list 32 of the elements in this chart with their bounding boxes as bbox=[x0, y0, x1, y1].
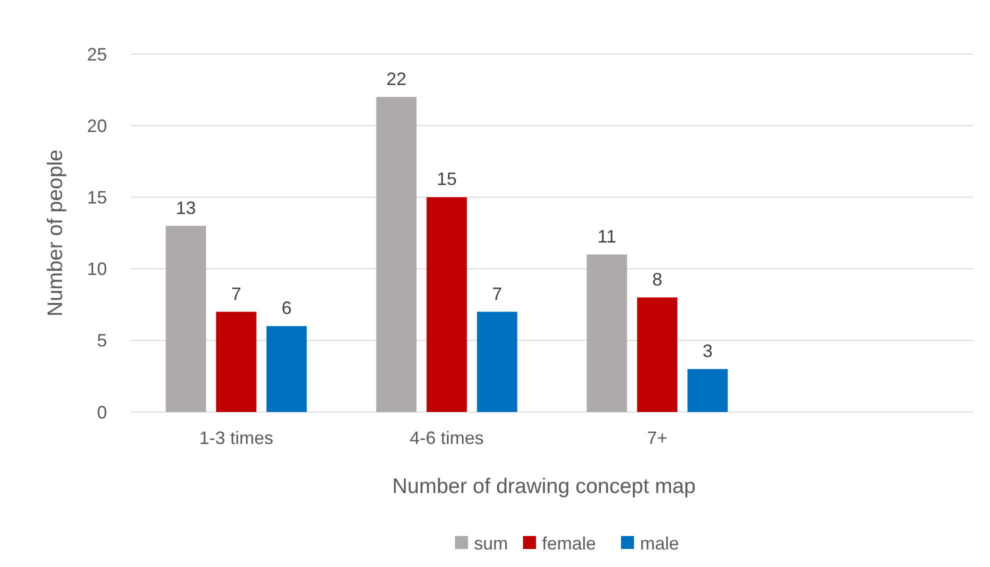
bar bbox=[166, 226, 206, 412]
bar bbox=[266, 326, 307, 412]
data-label: 15 bbox=[436, 169, 457, 190]
y-tick-label: 0 bbox=[96, 402, 107, 422]
x-tick-label: 4-6 times bbox=[410, 428, 484, 448]
y-tick-label: 25 bbox=[86, 44, 107, 64]
y-tick-label: 10 bbox=[86, 259, 107, 280]
x-axis-title: Number of drawing concept map bbox=[392, 475, 696, 498]
legend-label: sum bbox=[474, 533, 508, 554]
y-tick-label: 5 bbox=[96, 330, 107, 351]
y-tick-label: 20 bbox=[86, 116, 107, 136]
bar bbox=[637, 297, 678, 412]
legend-label: female bbox=[542, 533, 596, 554]
legend-label: male bbox=[640, 533, 680, 554]
data-label: 22 bbox=[386, 68, 406, 89]
x-tick-label: 7+ bbox=[646, 428, 668, 448]
bar bbox=[586, 254, 628, 412]
x-tick-label: 1-3 times bbox=[199, 428, 274, 448]
data-label: 8 bbox=[652, 269, 662, 290]
data-label: 7 bbox=[492, 284, 502, 304]
bar bbox=[376, 96, 417, 412]
bar bbox=[426, 197, 467, 412]
data-label: 7 bbox=[231, 284, 242, 304]
y-tick-label: 15 bbox=[86, 188, 107, 208]
bar bbox=[216, 312, 256, 412]
data-label: 13 bbox=[176, 198, 196, 218]
bar bbox=[476, 312, 518, 412]
y-axis-title: Number of people bbox=[44, 150, 67, 316]
data-label: 3 bbox=[702, 341, 713, 362]
bar bbox=[687, 369, 728, 412]
data-label: 6 bbox=[282, 298, 292, 318]
data-label: 11 bbox=[598, 226, 616, 246]
